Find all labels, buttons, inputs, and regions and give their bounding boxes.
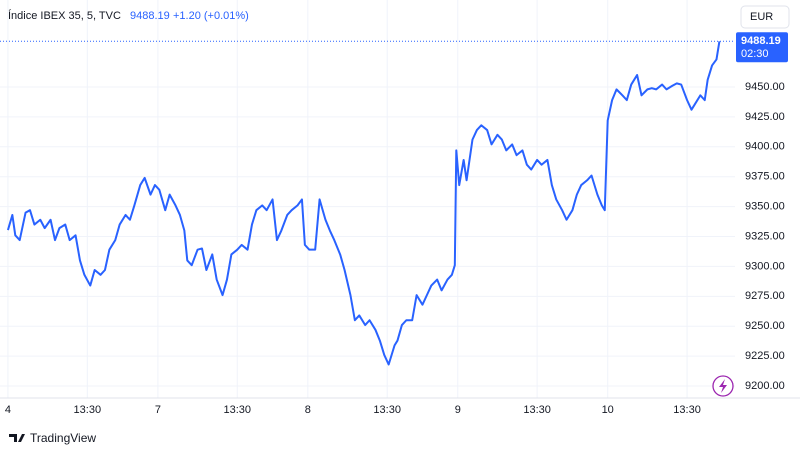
y-tick-label: 9300.00 (745, 260, 785, 272)
last-price-label: 9488.19 (741, 35, 781, 47)
countdown: 02:30 (741, 48, 769, 60)
brand: TradingView (30, 431, 96, 445)
y-tick-label: 9400.00 (745, 141, 785, 153)
lightning-icon (719, 379, 727, 393)
price-line (6, 41, 721, 366)
last-price: 9488.19 (130, 10, 170, 22)
y-tick-label: 9225.00 (745, 350, 785, 362)
plot (0, 40, 735, 366)
y-tick-label: 9350.00 (745, 201, 785, 213)
last-price-box (736, 32, 788, 63)
x-tick-label: 13:30 (523, 404, 551, 416)
x-tick-label: 4 (5, 404, 11, 416)
logo: TradingView (9, 431, 96, 445)
y-tick-label: 9425.00 (745, 111, 785, 123)
grid (0, 0, 800, 399)
y-tick-label: 9450.00 (745, 81, 785, 93)
x-tick-label: 7 (155, 404, 161, 416)
x-tick-label: 13:30 (373, 404, 401, 416)
logo-mark (9, 434, 25, 442)
y-tick-label: 9200.00 (745, 380, 785, 392)
x-tick-label: 8 (305, 404, 311, 416)
y-tick-label: 9375.00 (745, 171, 785, 183)
y-tick-label: 9250.00 (745, 320, 785, 332)
x-tick-label: 13:30 (74, 404, 102, 416)
currency: EUR (750, 11, 773, 23)
change: +1.20 (+0.01%) (173, 10, 249, 22)
symbol: Índice IBEX 35, 5, TVC (8, 9, 121, 22)
x-tick-label: 10 (602, 404, 614, 416)
y-tick-label: 9325.00 (745, 230, 785, 242)
y-tick-label: 9275.00 (745, 290, 785, 302)
currency-button[interactable] (740, 5, 790, 29)
x-tick-label: 9 (455, 404, 461, 416)
x-tick-label: 13:30 (223, 404, 251, 416)
x-tick-label: 13:30 (673, 404, 701, 416)
